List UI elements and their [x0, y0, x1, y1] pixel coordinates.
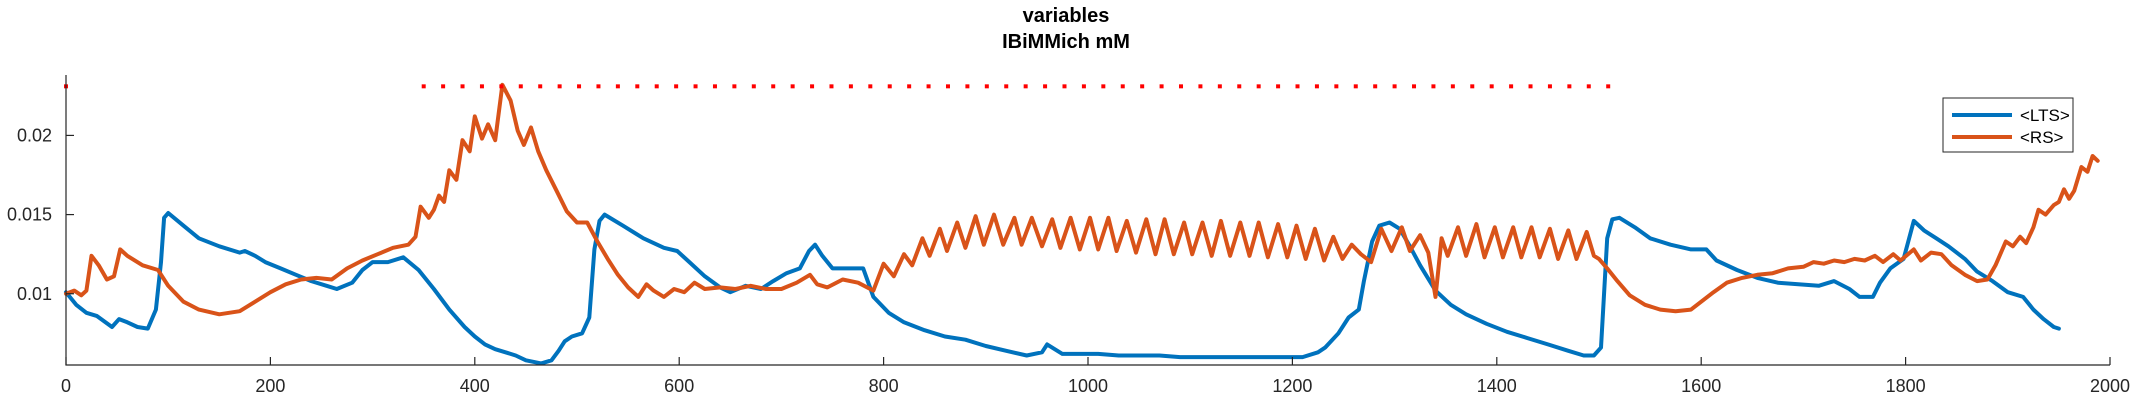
marker-point-28 [945, 84, 950, 89]
marker-point-7 [538, 84, 543, 89]
marker-point-36 [1101, 84, 1106, 89]
marker-point-8 [557, 84, 562, 89]
marker-point-44 [1256, 84, 1261, 89]
legend-items: <LTS> <RS> [1952, 106, 2070, 147]
marker-point-18 [751, 84, 756, 89]
marker-point-22 [829, 84, 834, 89]
marker-point-54 [1450, 84, 1455, 89]
marker-point-2 [441, 84, 446, 89]
marker-point-53 [1431, 84, 1436, 89]
marker-point-34 [1062, 84, 1067, 89]
x-tick-label-3: 600 [664, 376, 694, 396]
y-tick-label-1: 0.015 [7, 205, 52, 225]
marker-point-40 [1179, 84, 1184, 89]
marker-point-35 [1081, 84, 1086, 89]
marker-point-5 [499, 84, 504, 89]
x-axis: 0 200 400 600 800 1000 1200 1400 1600 1800 2000 [61, 357, 2130, 396]
marker-point-55 [1470, 84, 1475, 89]
marker-point-16 [712, 84, 717, 89]
marker-point-11 [615, 84, 620, 89]
marker-point-49 [1353, 84, 1358, 89]
marker-point-20 [790, 84, 795, 89]
marker-point-47 [1314, 84, 1319, 89]
marker-point-19 [771, 84, 776, 89]
marker-point-14 [674, 84, 679, 89]
series-line-0 [64, 211, 2061, 366]
x-tick-label-8: 1600 [1681, 376, 1721, 396]
marker-point-13 [654, 84, 659, 89]
marker-point-37 [1120, 84, 1125, 89]
marker-point-4 [479, 84, 484, 89]
marker-point-1 [421, 84, 426, 89]
series-line-1 [64, 82, 2100, 317]
marker-layer [64, 84, 1611, 89]
marker-point-30 [984, 84, 989, 89]
x-tick-label-6: 1200 [1272, 376, 1312, 396]
marker-point-17 [732, 84, 737, 89]
marker-point-29 [965, 84, 970, 89]
marker-point-33 [1043, 84, 1048, 89]
marker-point-59 [1547, 84, 1552, 89]
x-tick-label-10: 2000 [2090, 376, 2130, 396]
marker-point-31 [1004, 84, 1009, 89]
marker-point-57 [1509, 84, 1514, 89]
chart-title: variables [1023, 5, 1110, 27]
marker-point-41 [1198, 84, 1203, 89]
y-tick-label-0: 0.01 [17, 284, 52, 304]
x-tick-label-0: 0 [61, 376, 71, 396]
marker-point-60 [1567, 84, 1572, 89]
legend: <LTS> <RS> [1942, 97, 2074, 153]
marker-point-9 [577, 84, 582, 89]
marker-point-25 [887, 84, 892, 89]
marker-point-6 [518, 84, 523, 89]
marker-point-58 [1528, 84, 1533, 89]
x-tick-label-7: 1400 [1477, 376, 1517, 396]
marker-point-26 [907, 84, 912, 89]
x-tick-label-5: 1000 [1068, 376, 1108, 396]
x-tick-label-2: 400 [460, 376, 490, 396]
marker-point-10 [596, 84, 601, 89]
y-axis: 0.01 0.015 0.02 [7, 125, 74, 304]
marker-point-21 [810, 84, 815, 89]
marker-point-56 [1489, 84, 1494, 89]
legend-box [1942, 97, 2074, 153]
x-tick-label-9: 1800 [1886, 376, 1926, 396]
marker-point-23 [848, 84, 853, 89]
marker-point-46 [1295, 84, 1300, 89]
legend-label-1: <RS> [2020, 128, 2064, 147]
marker-point-51 [1392, 84, 1397, 89]
marker-point-15 [693, 84, 698, 89]
marker-point-42 [1217, 84, 1222, 89]
marker-point-39 [1159, 84, 1164, 89]
marker-point-43 [1237, 84, 1242, 89]
marker-point-50 [1373, 84, 1378, 89]
series-layer [64, 82, 2100, 366]
marker-point-24 [868, 84, 873, 89]
legend-label-0: <LTS> [2020, 106, 2070, 125]
marker-point-61 [1586, 84, 1591, 89]
marker-point-32 [1023, 84, 1028, 89]
marker-point-3 [460, 84, 465, 89]
marker-point-38 [1140, 84, 1145, 89]
marker-point-12 [635, 84, 640, 89]
marker-point-62 [1606, 84, 1611, 89]
chart-subtitle: IBiMMich mM [1002, 31, 1130, 53]
y-tick-label-2: 0.02 [17, 125, 52, 145]
marker-point-27 [926, 84, 931, 89]
marker-point-52 [1412, 84, 1417, 89]
marker-point-45 [1276, 84, 1281, 89]
x-tick-label-1: 200 [255, 376, 285, 396]
x-tick-label-4: 800 [869, 376, 899, 396]
marker-point-48 [1334, 84, 1339, 89]
